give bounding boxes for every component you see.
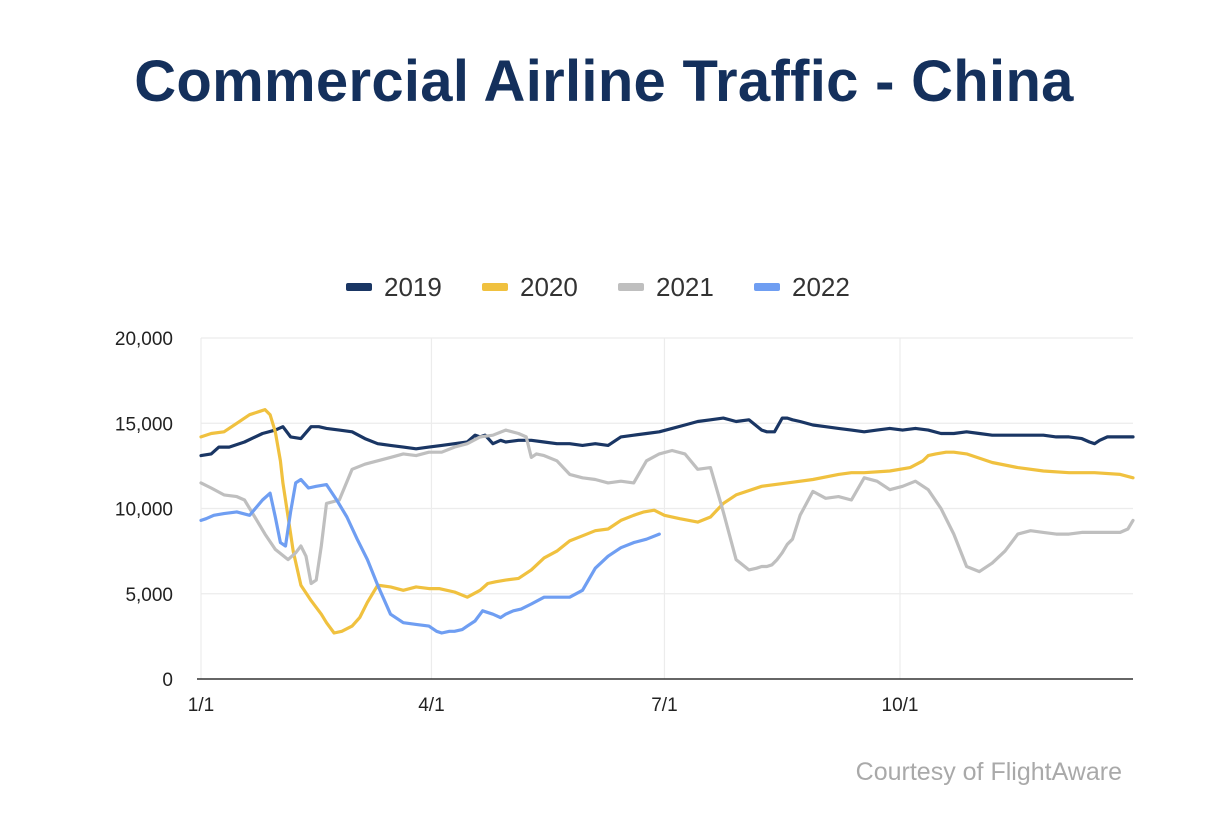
x-tick-label: 10/1 (882, 695, 919, 716)
legend-label-2020: 2020 (520, 272, 578, 302)
credit-text: Courtesy of FlightAware (855, 758, 1122, 786)
x-tick-label: 4/1 (418, 695, 444, 716)
series-line-2019 (199, 416, 1135, 458)
tick-labels: 0 5,000 10,000 15,000 20,000 1/1 4/1 7/1 10/1 (115, 329, 919, 716)
legend-swatch-2021 (618, 283, 644, 291)
series-line-2022 (199, 477, 661, 635)
series-lines (199, 408, 1135, 635)
legend-label-2022: 2022 (792, 272, 850, 302)
legend-label-2019: 2019 (384, 272, 442, 302)
x-tick-label: 7/1 (651, 695, 677, 716)
gridlines (200, 337, 1133, 679)
x-tick-label: 1/1 (188, 695, 214, 716)
y-tick-label: 20,000 (115, 329, 173, 350)
y-tick-label: 0 (162, 670, 173, 691)
series-line-2020 (199, 408, 1135, 635)
legend-swatch-2019 (346, 283, 372, 291)
legend-swatch-2020 (482, 283, 508, 291)
legend: 2019 2020 2021 2022 (346, 272, 850, 302)
page-title: Commercial Airline Traffic - China (134, 49, 1074, 114)
legend-swatch-2022 (754, 283, 780, 291)
y-tick-label: 15,000 (115, 414, 173, 435)
series-line-2021 (199, 428, 1135, 586)
y-tick-label: 10,000 (115, 500, 173, 521)
legend-label-2021: 2021 (656, 272, 714, 302)
y-tick-label: 5,000 (125, 585, 173, 606)
